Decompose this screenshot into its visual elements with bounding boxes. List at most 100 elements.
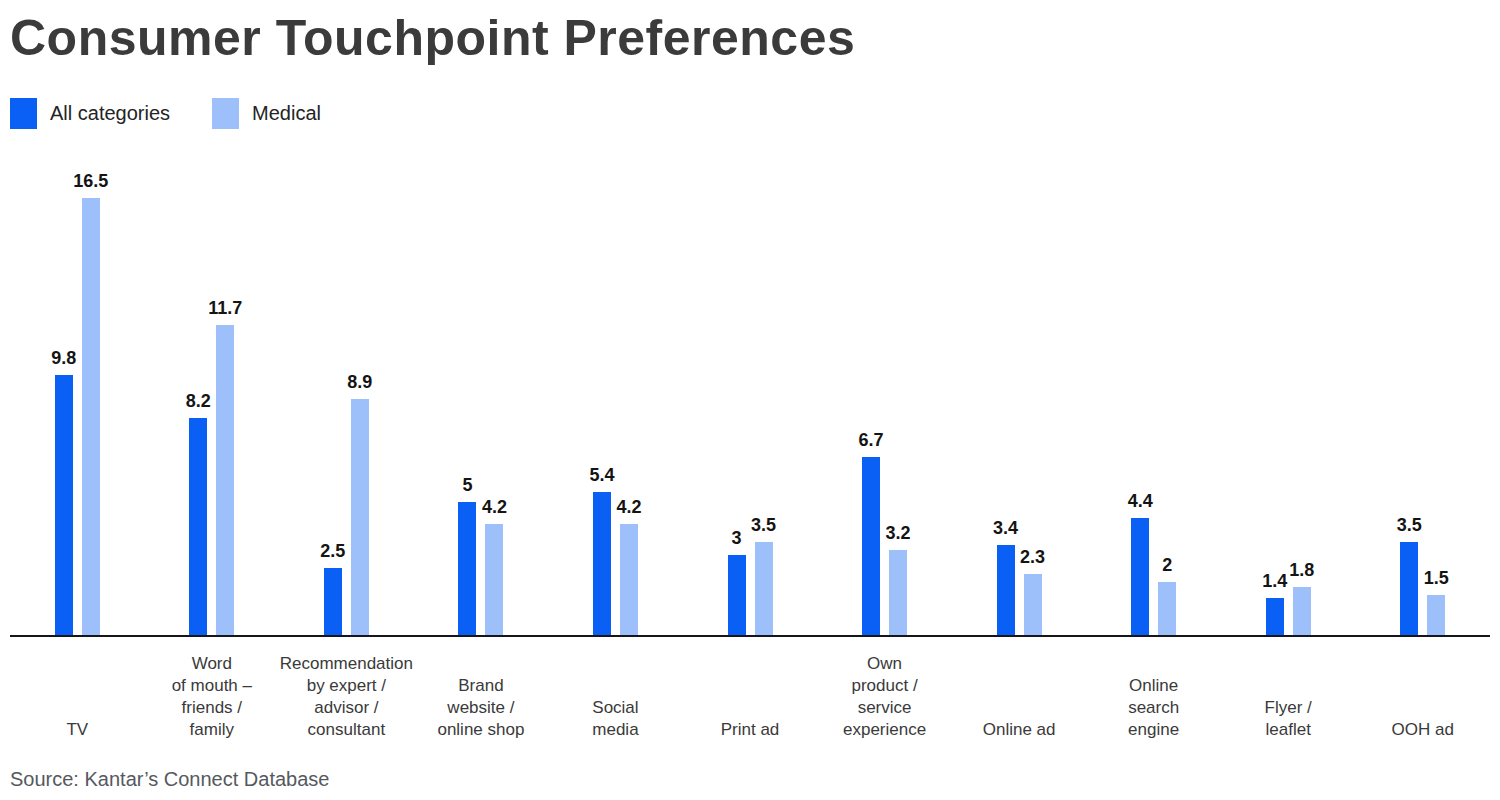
- value-label: 4.2: [616, 497, 641, 518]
- category-label: OOH ad: [1355, 703, 1490, 741]
- value-label: 5: [462, 475, 472, 496]
- bar-pair: 54.2: [414, 175, 549, 635]
- chart-page: Consumer Touchpoint Preferences All cate…: [0, 0, 1500, 800]
- value-label: 1.5: [1424, 568, 1449, 589]
- value-label: 3.5: [751, 515, 776, 536]
- category-group-print-ad: 33.5: [683, 175, 818, 635]
- value-label: 8.2: [186, 391, 211, 412]
- bar-all-categories: 3.4: [997, 545, 1015, 635]
- category-group-recommendation: 2.5 8.9: [279, 175, 414, 635]
- legend-label-all-categories: All categories: [50, 102, 170, 125]
- bar-pair: 3.5 1.5: [1355, 175, 1490, 635]
- bar-medical: 3.5: [755, 542, 773, 635]
- bar-pair: 9.816.5: [10, 175, 145, 635]
- category-label: Social media: [548, 681, 683, 741]
- bar-pair: 33.5: [683, 175, 818, 635]
- value-label: 8.9: [347, 372, 372, 393]
- bar-medical: 4.2: [485, 524, 503, 635]
- bar-chart: 9.816.58.211.72.58.954.25.44.233.56.73.2…: [10, 175, 1490, 741]
- bar-all-categories: 6.7: [862, 457, 880, 634]
- bar-medical: 2: [1158, 582, 1176, 635]
- bar-medical: 11.7: [216, 325, 234, 634]
- bar-all-categories: 3: [728, 555, 746, 634]
- category-group-flyer: 1.41.8: [1221, 175, 1356, 635]
- value-label: 3.5: [1397, 515, 1422, 536]
- category-label-cell: Social media: [548, 681, 683, 741]
- bar-pair: 1.41.8: [1221, 175, 1356, 635]
- value-label: 11.7: [208, 298, 242, 319]
- category-group-own: 6.7 3.2: [817, 175, 952, 635]
- bar-all-categories: 4.4: [1131, 518, 1149, 634]
- category-group-tv: 9.816.5: [10, 175, 145, 635]
- category-label: Flyer / leaflet: [1221, 681, 1356, 741]
- category-label-cell: Recommendation by expert / advisor / con…: [279, 637, 414, 741]
- legend-label-medical: Medical: [252, 102, 321, 125]
- category-label: Print ad: [683, 703, 818, 741]
- bar-all-categories: 8.2: [189, 418, 207, 635]
- category-group-social: 5.44.2: [548, 175, 683, 635]
- category-label-cell: OOH ad: [1355, 703, 1490, 741]
- page-title: Consumer Touchpoint Preferences: [10, 10, 1490, 68]
- value-label: 2.5: [320, 541, 345, 562]
- category-group-online: 4.42: [1086, 175, 1221, 635]
- category-label: Online ad: [952, 703, 1087, 741]
- legend-item-medical: Medical: [212, 98, 321, 129]
- category-group-brand: 54.2: [414, 175, 549, 635]
- category-label: TV: [10, 703, 145, 741]
- legend-item-all-categories: All categories: [10, 98, 170, 129]
- value-label: 2.3: [1020, 547, 1045, 568]
- category-label: Online search engine: [1086, 659, 1221, 741]
- bar-medical: 8.9: [351, 399, 369, 634]
- value-label: 16.5: [73, 171, 108, 192]
- value-label: 1.8: [1289, 560, 1314, 581]
- category-label-cell: Word of mouth – friends / family: [145, 637, 280, 741]
- bar-all-categories: 2.5: [324, 568, 342, 634]
- bar-medical: 3.2: [889, 550, 907, 635]
- value-label: 2: [1162, 555, 1172, 576]
- category-labels-row: TVWord of mouth – friends / familyRecomm…: [10, 637, 1490, 741]
- bar-pair: 3.42.3: [952, 175, 1087, 635]
- value-label: 1.4: [1262, 571, 1287, 592]
- category-label-cell: Online search engine: [1086, 659, 1221, 741]
- value-label: 3: [731, 528, 741, 549]
- category-label: Word of mouth – friends / family: [145, 637, 280, 741]
- category-label: Brand website / online shop: [414, 659, 549, 741]
- bar-pair: 6.7 3.2: [817, 175, 952, 635]
- value-label: 4.4: [1128, 491, 1153, 512]
- value-label: 6.7: [859, 430, 884, 451]
- value-label: 5.4: [589, 465, 614, 486]
- bar-pair: 4.42: [1086, 175, 1221, 635]
- category-group-word: 8.2 11.7: [145, 175, 280, 635]
- category-label-cell: TV: [10, 703, 145, 741]
- bar-all-categories: 9.8: [55, 375, 73, 634]
- source-note: Source: Kantar’s Connect Database: [10, 768, 329, 791]
- category-label: Own product / service experience: [817, 637, 952, 741]
- bar-all-categories: 3.5: [1400, 542, 1418, 635]
- category-label-cell: Own product / service experience: [817, 637, 952, 741]
- groups-row: 9.816.58.211.72.58.954.25.44.233.56.73.2…: [10, 175, 1490, 635]
- bar-pair: 2.5 8.9: [279, 175, 414, 635]
- bar-pair: 8.2 11.7: [145, 175, 280, 635]
- value-label: 3.2: [886, 523, 911, 544]
- category-group-ooh-ad: 3.5 1.5: [1355, 175, 1490, 635]
- bar-medical: 1.8: [1293, 587, 1311, 635]
- bar-all-categories: 1.4: [1266, 598, 1284, 635]
- value-label: 3.4: [993, 518, 1018, 539]
- legend-swatch-medical: [212, 98, 239, 129]
- category-label-cell: Online ad: [952, 703, 1087, 741]
- category-group-online-ad: 3.42.3: [952, 175, 1087, 635]
- value-label: 9.8: [51, 348, 76, 369]
- bar-pair: 5.44.2: [548, 175, 683, 635]
- legend-swatch-all-categories: [10, 98, 37, 129]
- bar-medical: 2.3: [1024, 574, 1042, 635]
- bar-medical: 1.5: [1427, 595, 1445, 635]
- category-label: Recommendation by expert / advisor / con…: [279, 637, 414, 741]
- bar-all-categories: 5: [458, 502, 476, 634]
- category-label-cell: Print ad: [683, 703, 818, 741]
- category-label-cell: Brand website / online shop: [414, 659, 549, 741]
- category-label-cell: Flyer / leaflet: [1221, 681, 1356, 741]
- bar-medical: 4.2: [620, 524, 638, 635]
- legend: All categories Medical: [10, 98, 1490, 130]
- bar-all-categories: 5.4: [593, 492, 611, 635]
- value-label: 4.2: [482, 497, 507, 518]
